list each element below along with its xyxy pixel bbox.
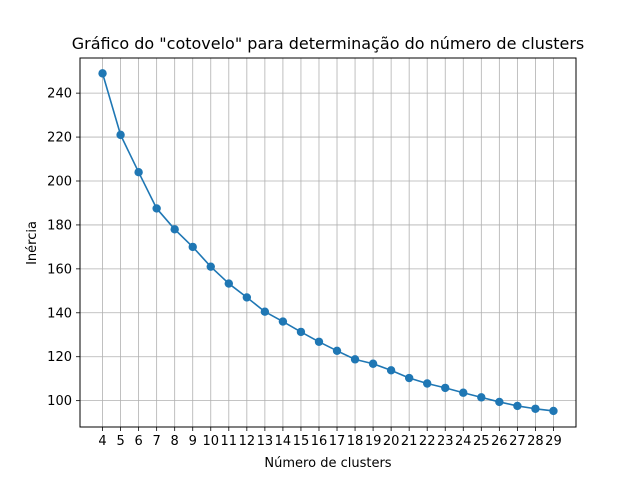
plot-area-frame xyxy=(79,57,577,428)
data-point xyxy=(98,69,107,78)
x-tick-label: 29 xyxy=(545,434,562,449)
axis-ticks: 4 5 6 7 8 9 10 11 12 13 14 15 16 17 18 19 20 21 22 23 24 25 26… xyxy=(47,87,562,449)
data-point xyxy=(116,130,125,140)
data-point xyxy=(368,359,378,368)
x-tick-label: 5 xyxy=(116,434,124,449)
y-tick-label: 180 xyxy=(47,218,72,233)
x-tick-label: 16 xyxy=(311,434,328,449)
y-tick-label: 200 xyxy=(47,175,72,190)
x-tick-label: 23 xyxy=(437,434,454,449)
x-tick-label: 10 xyxy=(202,434,219,449)
data-point xyxy=(242,293,252,302)
x-tick-label: 15 xyxy=(293,434,310,449)
y-tick-label: 140 xyxy=(47,306,72,321)
y-tick-label: 120 xyxy=(47,350,72,365)
x-tick-label: 11 xyxy=(221,434,238,449)
x-axis-label: Número de clusters xyxy=(264,456,391,471)
data-point xyxy=(170,225,179,234)
x-tick-label: 4 xyxy=(98,434,106,449)
x-tick-label: 20 xyxy=(383,434,400,449)
y-tick-label: 160 xyxy=(47,262,72,277)
x-tick-label: 8 xyxy=(171,434,179,449)
x-tick-label: 19 xyxy=(365,434,382,449)
y-tick-label: 220 xyxy=(47,131,72,146)
x-tick-label: 7 xyxy=(153,434,161,449)
chart-title: Gráfico do "cotovelo" para determinação … xyxy=(72,34,585,53)
data-point xyxy=(296,327,306,337)
x-tick-label: 24 xyxy=(455,434,472,449)
data-point xyxy=(206,262,215,271)
x-tick-label: 13 xyxy=(257,434,274,449)
x-tick-label: 25 xyxy=(473,434,490,449)
data-point xyxy=(134,168,143,177)
y-tick-label: 100 xyxy=(47,394,72,409)
data-point xyxy=(495,397,504,407)
x-tick-label: 6 xyxy=(134,434,142,449)
data-point xyxy=(188,242,197,252)
x-tick-label: 27 xyxy=(509,434,526,449)
x-tick-label: 9 xyxy=(189,434,197,449)
data-point xyxy=(423,379,432,388)
x-tick-label: 22 xyxy=(419,434,436,449)
x-tick-label: 26 xyxy=(491,434,508,449)
x-tick-label: 12 xyxy=(239,434,256,449)
y-tick-label: 240 xyxy=(47,87,72,102)
y-axis-label: Inércia xyxy=(25,221,40,265)
data-point xyxy=(549,406,558,416)
x-tick-label: 28 xyxy=(527,434,544,449)
data-point xyxy=(332,346,342,355)
data-point xyxy=(314,337,324,346)
data-point xyxy=(459,388,468,397)
data-point xyxy=(278,317,288,326)
data-point xyxy=(477,393,486,402)
x-tick-label: 14 xyxy=(275,434,292,449)
data-point xyxy=(513,401,522,411)
data-point xyxy=(531,404,540,413)
data-point xyxy=(350,355,360,364)
data-point xyxy=(404,373,414,383)
data-point xyxy=(441,383,450,393)
data-point xyxy=(224,279,233,288)
data-point xyxy=(386,366,396,375)
data-point xyxy=(152,204,161,213)
data-point xyxy=(260,307,270,316)
data-series xyxy=(98,69,558,416)
x-tick-label: 17 xyxy=(329,434,346,449)
grid-lines xyxy=(80,58,576,427)
x-tick-label: 21 xyxy=(401,434,418,449)
x-tick-label: 18 xyxy=(347,434,364,449)
